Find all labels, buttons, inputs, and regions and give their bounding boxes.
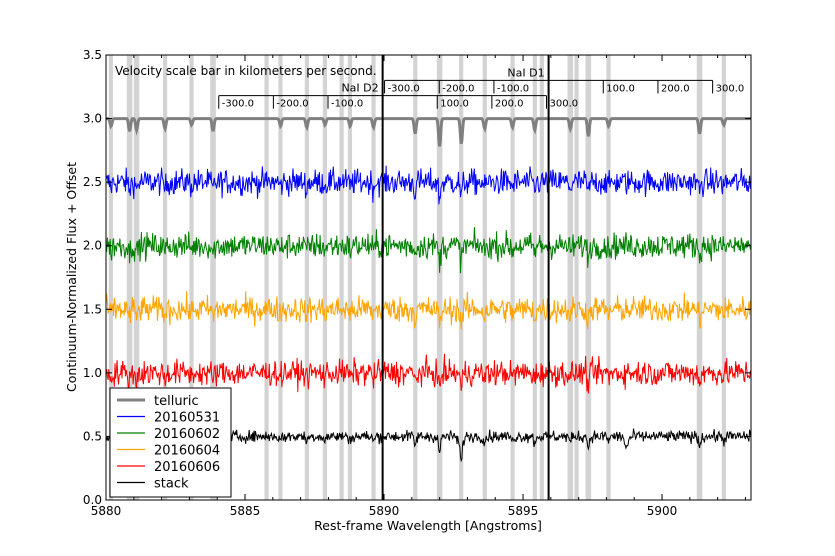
telluric-band <box>371 55 376 500</box>
telluric-band <box>574 55 579 500</box>
velocity-tick-label: 100.0 <box>606 83 635 94</box>
y-tick-label: 3.5 <box>83 48 102 62</box>
telluric-band <box>532 55 537 500</box>
velocity-tick-label: 300.0 <box>549 99 578 110</box>
velocity-tick-label: 300.0 <box>716 83 745 94</box>
x-tick-label: 5900 <box>647 504 678 518</box>
legend-label: 20160604 <box>154 444 220 459</box>
series-line-20160602 <box>106 227 751 274</box>
telluric-band <box>162 55 168 500</box>
series-line-20160531 <box>106 165 751 205</box>
velocity-annotation: Velocity scale bar in kilometers per sec… <box>115 64 377 78</box>
x-tick-label: 5885 <box>230 504 261 518</box>
y-axis-label: Continuum-Normalized Flux + Offset <box>64 162 79 392</box>
telluric-band <box>322 55 328 500</box>
velocity-tick-label: -100.0 <box>497 83 529 94</box>
velocity-tick-label: -200.0 <box>276 99 308 110</box>
telluric-band <box>108 55 113 500</box>
x-tick-label: 5880 <box>91 504 122 518</box>
y-tick-label: 2.0 <box>83 239 102 253</box>
velocity-tick-label: -200.0 <box>442 83 474 94</box>
x-tick-label: 5890 <box>369 504 400 518</box>
telluric-band <box>339 55 344 500</box>
velocity-tick-label: -100.0 <box>331 99 363 110</box>
velocity-tick-label: -300.0 <box>388 83 420 94</box>
velocity-tick-label: 200.0 <box>661 83 690 94</box>
x-tick-label: 5895 <box>508 504 539 518</box>
series-line-telluric <box>106 117 751 147</box>
telluric-band <box>264 55 269 500</box>
telluric-band <box>413 55 418 500</box>
na-line-label: NaI D1 <box>507 66 544 79</box>
telluric-band <box>278 55 283 500</box>
legend-label: 20160531 <box>154 411 220 426</box>
sodium-line-markers <box>381 55 550 500</box>
telluric-band <box>585 55 592 500</box>
y-tick-label: 1.0 <box>83 366 102 380</box>
legend-label: 20160602 <box>154 427 220 442</box>
telluric-band <box>436 55 443 500</box>
telluric-bands <box>108 55 726 500</box>
telluric-band <box>459 55 464 500</box>
y-tick-label: 0.5 <box>83 429 102 443</box>
telluric-band <box>126 55 133 500</box>
y-tick-label: 3.0 <box>83 112 102 126</box>
telluric-band <box>696 55 703 500</box>
legend-label: 20160606 <box>154 460 220 475</box>
telluric-band <box>133 55 140 500</box>
velocity-tick-label: 200.0 <box>495 99 524 110</box>
telluric-band <box>721 55 726 500</box>
telluric-band <box>510 55 515 500</box>
telluric-band <box>606 55 611 500</box>
telluric-band <box>210 55 216 500</box>
velocity-tick-label: -300.0 <box>222 99 254 110</box>
x-axis-label: Rest-frame Wavelength [Angstroms] <box>314 518 542 533</box>
series-line-20160604 <box>106 291 751 330</box>
legend-box <box>109 387 232 498</box>
y-tick-label: 2.5 <box>83 175 102 189</box>
telluric-band <box>567 55 574 500</box>
na-line-label: NaI D2 <box>341 82 378 95</box>
y-tick-label: 0.0 <box>83 493 102 507</box>
legend-label: telluric <box>154 394 199 409</box>
velocity-tick-label: 100.0 <box>440 99 469 110</box>
telluric-band <box>347 55 353 500</box>
telluric-band <box>482 55 487 500</box>
telluric-band <box>189 55 194 500</box>
series-line-20160606 <box>106 353 751 394</box>
y-tick-label: 1.5 <box>83 302 102 316</box>
legend-label: stack <box>154 477 189 492</box>
axes: 5880 5885 5890 5895 5900 0.0 0.5 1.0 1.5 2.0 2.5 3.… <box>83 48 751 518</box>
plot-frame <box>105 54 752 501</box>
telluric-band <box>539 55 544 500</box>
telluric-band <box>304 55 309 500</box>
